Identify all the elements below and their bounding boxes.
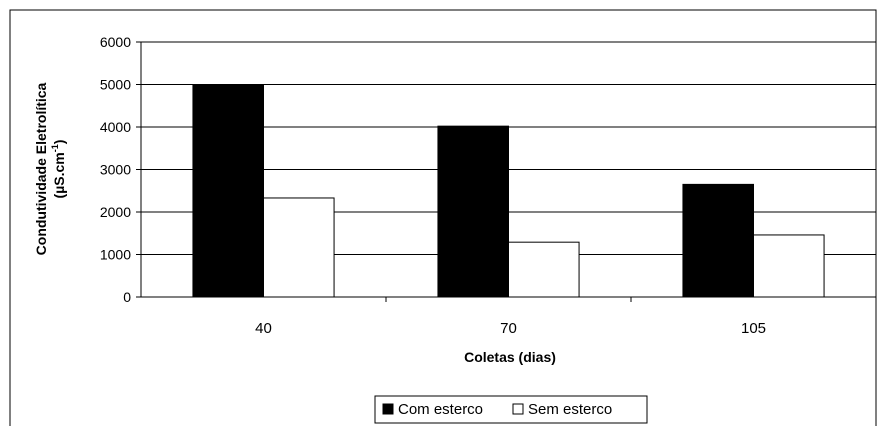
y-tick-label: 1000 — [100, 247, 131, 263]
y-tick-label: 4000 — [100, 119, 131, 135]
y-axis-unit: (µS.cm-1) — [50, 140, 67, 199]
x-axis-title: Coletas (dias) — [464, 349, 556, 365]
x-tick-labels: 40 70 105 — [255, 320, 766, 337]
x-tick-label: 105 — [741, 320, 766, 337]
bar-sem-esterco-70 — [508, 241, 580, 298]
bar-sem-esterco-40 — [263, 197, 335, 298]
y-axis-title-group: Condutividade Eletrolítica (µS.cm-1) — [33, 82, 67, 255]
chart-border — [9, 9, 877, 426]
x-tick-label: 70 — [500, 320, 517, 337]
legend-swatch-sem-esterco — [512, 403, 524, 415]
legend-label-sem-esterco: Sem esterco — [528, 401, 612, 418]
y-tick-label: 5000 — [100, 77, 131, 93]
y-axis-unit-exponent: -1 — [50, 144, 60, 152]
legend-label-com-esterco: Com esterco — [398, 401, 483, 418]
x-tick-label: 40 — [255, 320, 272, 337]
axes — [136, 41, 877, 302]
y-tick-label: 6000 — [100, 34, 131, 50]
y-axis-unit-suffix: ) — [51, 140, 67, 145]
y-axis-unit-prefix: (µS.cm — [51, 152, 67, 198]
y-tick-label: 0 — [123, 289, 131, 305]
y-tick-labels: 0 1000 2000 3000 4000 5000 6000 — [100, 34, 131, 305]
bar-com-esterco-105 — [682, 183, 754, 298]
legend-frame — [374, 395, 648, 424]
bar-com-esterco-40 — [192, 84, 264, 298]
bar-sem-esterco-105 — [753, 234, 825, 298]
y-axis-title: Condutividade Eletrolítica — [33, 82, 49, 255]
legend: Com esterco Sem esterco — [374, 395, 648, 424]
legend-swatch-com-esterco — [382, 403, 394, 415]
bars — [192, 84, 825, 298]
bar-com-esterco-70 — [437, 125, 509, 298]
y-tick-label: 2000 — [100, 204, 131, 220]
y-tick-label: 3000 — [100, 162, 131, 178]
